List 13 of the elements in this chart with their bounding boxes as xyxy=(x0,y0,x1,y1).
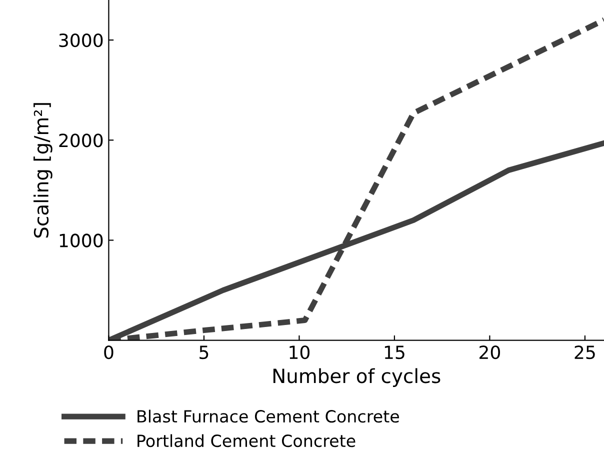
y-axis-title: Scaling [g/m²] xyxy=(34,103,52,238)
x-tick-label: 10 xyxy=(290,345,310,360)
y-tick-label: 1000 xyxy=(60,234,103,248)
x-tick-label: 5 xyxy=(200,346,208,360)
x-tick-label: 20 xyxy=(480,345,500,360)
x-tick-label: 25 xyxy=(574,345,595,360)
legend-label: Portland Cement Concrete xyxy=(138,434,356,448)
y-tick-label: 3000 xyxy=(59,33,103,48)
x-tick-label: 0 xyxy=(104,345,114,360)
x-tick-label: 15 xyxy=(384,346,404,360)
x-axis-title: Number of cycles xyxy=(273,368,440,388)
y-tick-label: 2000 xyxy=(59,134,103,148)
legend-label: Blast Furnace Cement Concrete xyxy=(138,410,399,423)
